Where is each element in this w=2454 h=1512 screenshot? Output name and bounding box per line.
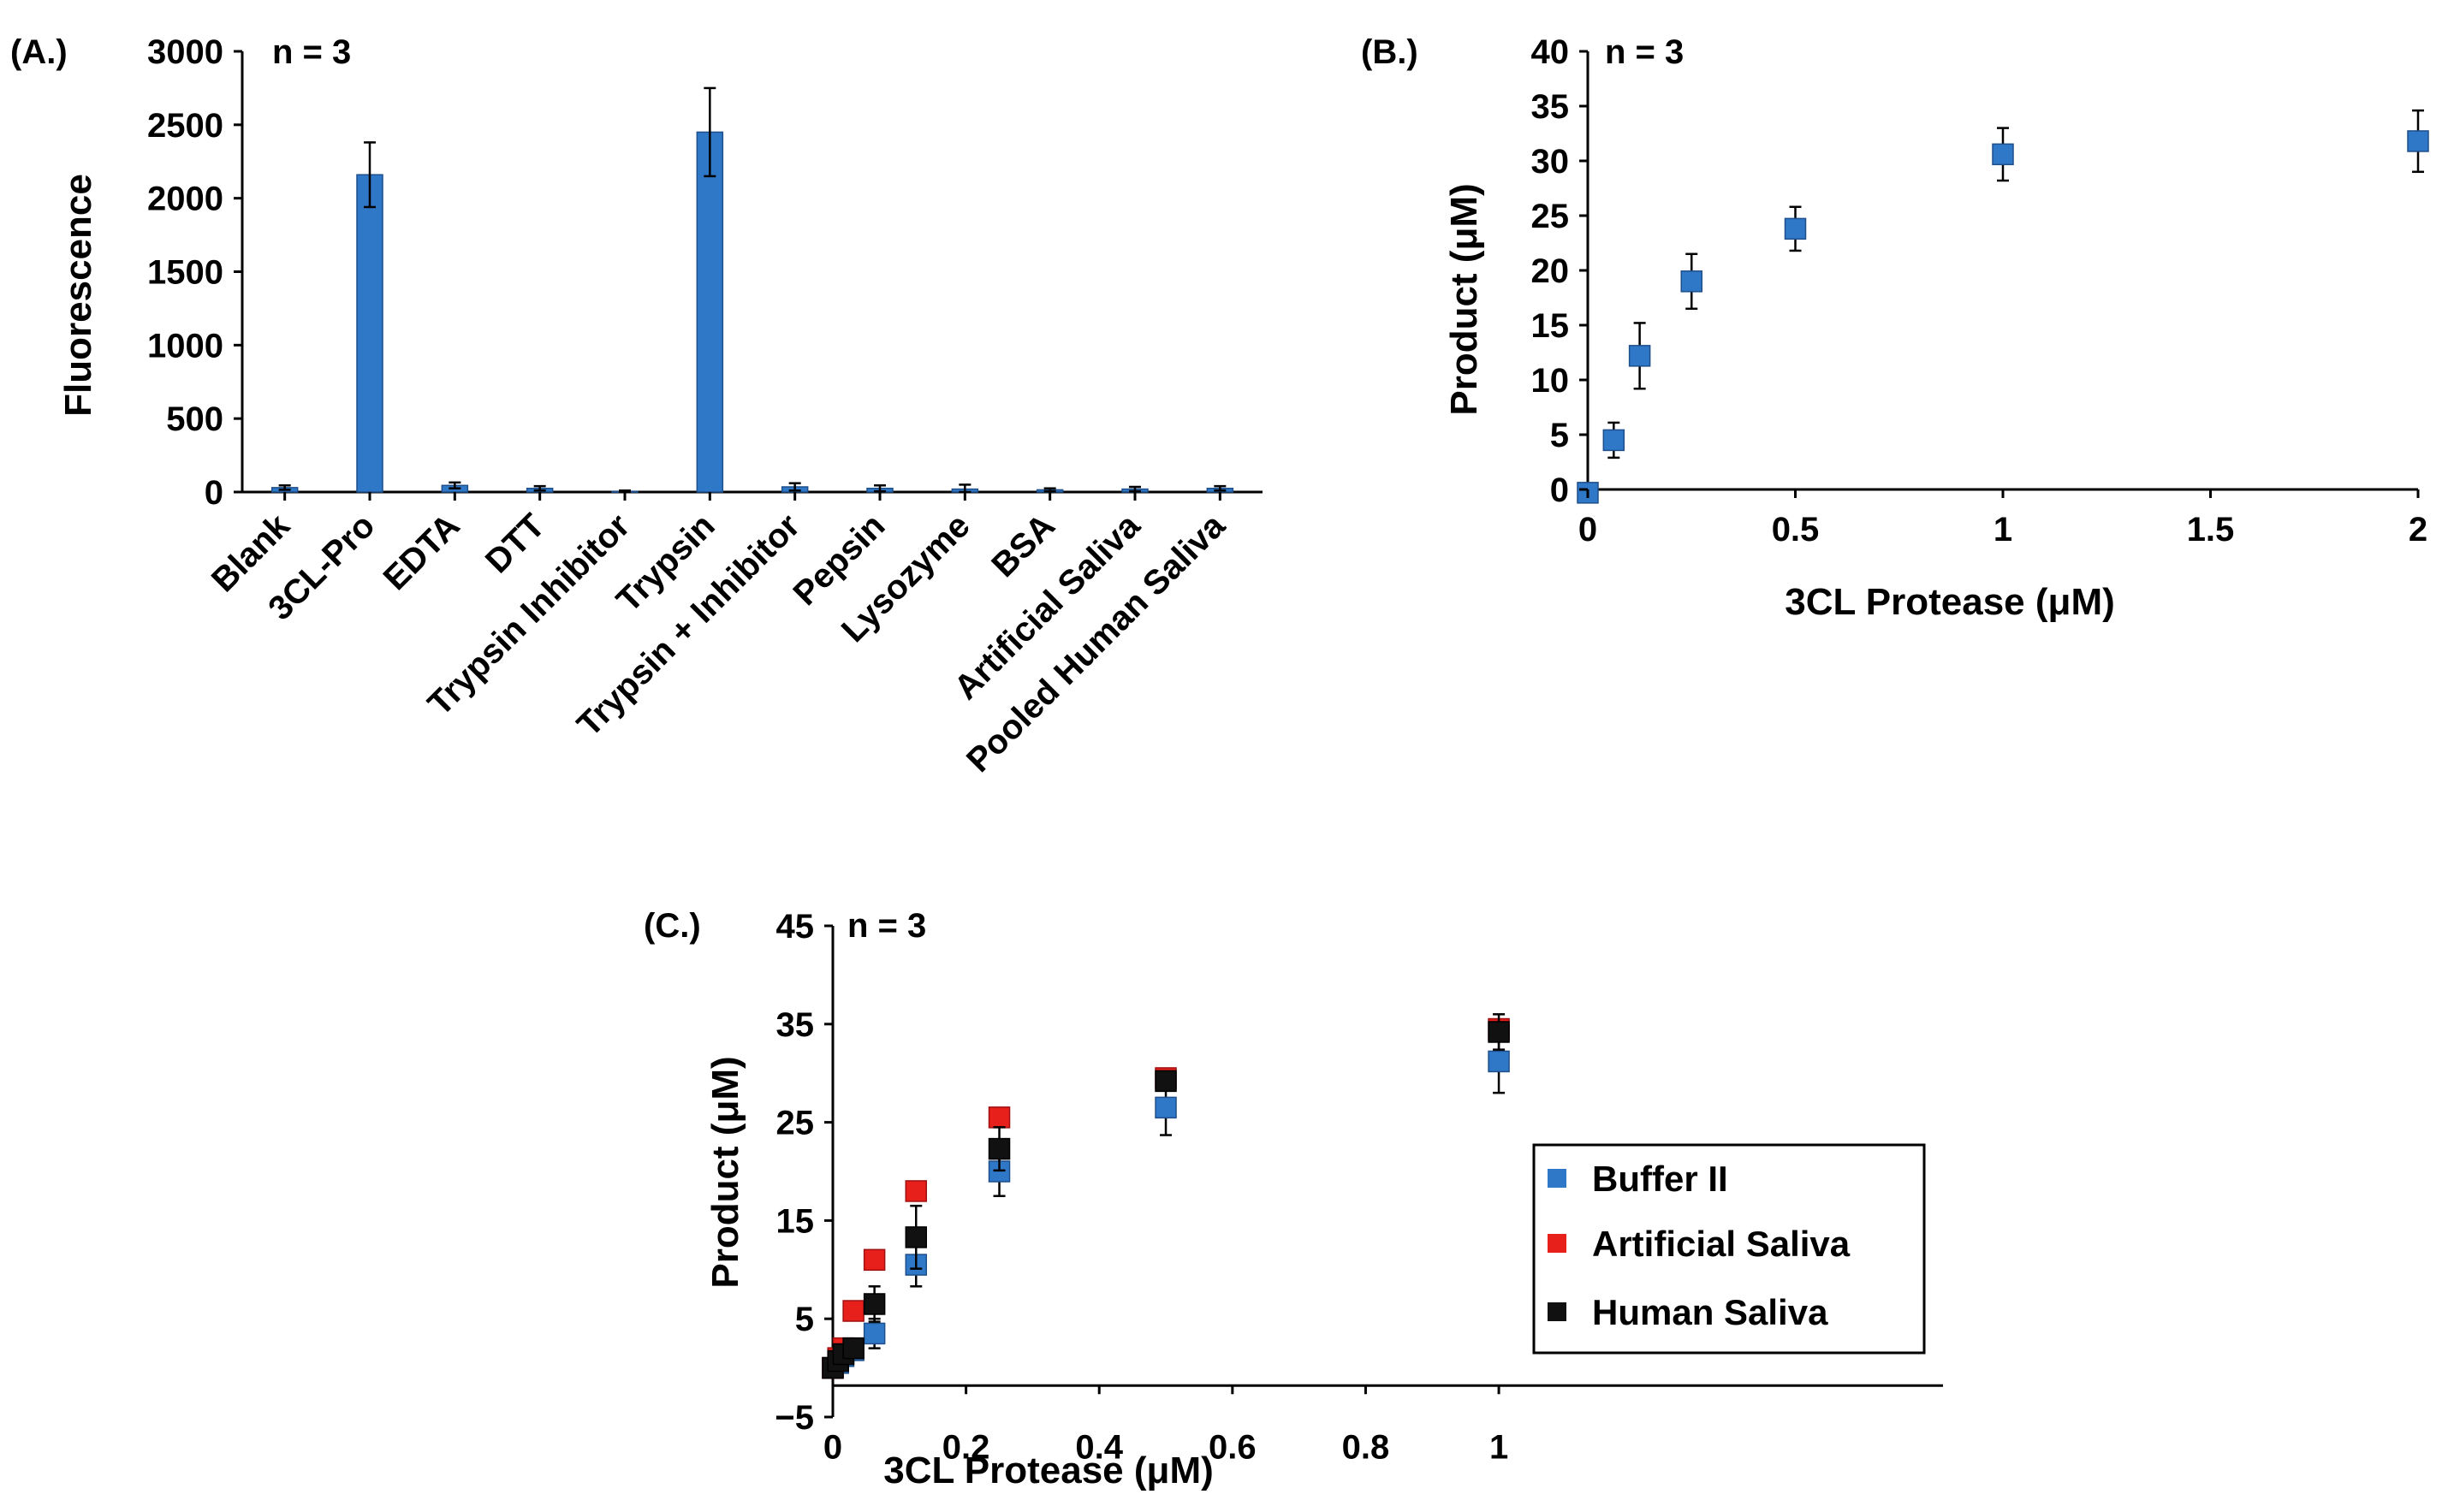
legend-swatch-buffer-ii — [1548, 1169, 1566, 1188]
legend-label-human-saliva: Human Saliva — [1592, 1292, 1828, 1332]
panel-c-axes — [831, 926, 1943, 1417]
panel-b-y-tick-label: 15 — [1531, 307, 1570, 345]
panel-b-y-tick-label: 5 — [1550, 417, 1569, 454]
panel-b-label: (B.) — [1361, 33, 1418, 71]
panel-c-point — [1155, 1070, 1177, 1093]
panel-c-x-tick-label: 0.4 — [1075, 1428, 1123, 1466]
panel-a-y-tick-label: 2000 — [147, 181, 223, 218]
panel-c-point — [988, 1137, 1011, 1160]
panel-b-points — [1577, 109, 2429, 504]
panel-a-y-ticks: 0 500 1000 1500 2000 2500 3000 — [147, 33, 242, 512]
panel-b-y-tick-label: 0 — [1550, 471, 1569, 509]
panel-b-x-tick-label: 0 — [1578, 511, 1597, 548]
panel-b-point — [1628, 345, 1651, 367]
panel-c-annotation: n = 3 — [847, 907, 926, 945]
panel-c-point — [863, 1293, 886, 1315]
legend-label-buffer-ii: Buffer II — [1592, 1159, 1728, 1199]
panel-b-y-tick-label: 10 — [1531, 362, 1570, 400]
panel-c-point — [905, 1226, 928, 1248]
panel-c-y-tick-label: 5 — [795, 1301, 814, 1338]
panel-b-annotation: n = 3 — [1605, 33, 1684, 71]
panel-c-point — [988, 1106, 1011, 1129]
panel-b-axes — [1586, 51, 2418, 491]
panel-b-xlabel: 3CL Protease (μM) — [1785, 581, 2115, 623]
legend-label-artificial-saliva: Artificial Saliva — [1592, 1224, 1851, 1264]
panel-c-point — [1155, 1096, 1177, 1119]
panel-c: (C.) n = 3 Product (μM) 3CL Protease (μM… — [644, 907, 1943, 1491]
legend-swatch-artificial-saliva — [1548, 1234, 1566, 1253]
panel-b-x-tick-label: 2 — [2409, 511, 2427, 548]
panel-a-x-tick-label: BSA — [984, 507, 1062, 584]
panel-a-y-tick-label: 1500 — [147, 254, 223, 292]
panel-c-y-ticks: −5 5 15 25 35 45 — [775, 908, 833, 1437]
panel-c-y-tick-label: 25 — [776, 1105, 815, 1142]
panel-a-label: (A.) — [10, 33, 68, 71]
panel-b-y-tick-label: 25 — [1531, 198, 1570, 235]
panel-c-legend: Buffer II Artificial Saliva Human Saliva — [1532, 1143, 1926, 1355]
panel-c-points — [822, 1013, 1510, 1379]
panel-a-y-tick-label: 2500 — [147, 107, 223, 145]
panel-b-x-tick-label: 0.5 — [1772, 511, 1820, 548]
panel-c-y-tick-label: 15 — [776, 1202, 815, 1240]
panel-c-y-tick-label: 35 — [776, 1006, 815, 1044]
panel-a-x-tick-label: DTT — [478, 507, 552, 580]
panel-b-ylabel: Product (μM) — [1443, 183, 1485, 415]
panel-a-bar — [696, 131, 724, 493]
panel-c-point — [863, 1248, 886, 1272]
panel-b-point — [1784, 217, 1807, 240]
panel-b: (B.) n = 3 Product (μM) 3CL Protease (μM… — [1361, 33, 2429, 623]
panel-a-x-tick-label: EDTA — [377, 507, 467, 597]
panel-b-point — [2407, 130, 2429, 152]
panel-c-ylabel: Product (μM) — [704, 1056, 746, 1288]
panel-c-x-ticks: 0 0.2 0.4 0.6 0.8 1 — [823, 1385, 1508, 1466]
panel-c-point — [1488, 1050, 1510, 1073]
legend-box — [1532, 1143, 1926, 1355]
panel-b-x-tick-label: 1 — [1994, 511, 2012, 548]
panel-b-point — [1602, 429, 1625, 452]
panel-a-bar — [356, 174, 383, 493]
panel-c-x-tick-label: 0.6 — [1209, 1428, 1257, 1466]
panel-c-point — [905, 1180, 928, 1202]
panel-b-y-ticks: 0 5 10 15 20 25 30 35 40 — [1531, 33, 1588, 509]
panel-c-x-tick-label: 1 — [1489, 1428, 1508, 1466]
panel-b-x-ticks: 0 0.5 1 1.5 2 — [1578, 489, 2427, 548]
panel-a-ylabel: Fluorescence — [57, 174, 99, 417]
panel-a: (A.) n = 3 Fluorescence 0 500 1000 1500 2000… — [10, 33, 1263, 780]
panel-c-x-tick-label: 0.2 — [942, 1428, 990, 1466]
panel-a-axes — [241, 51, 1263, 494]
panel-c-xlabel: 3CL Protease (μM) — [883, 1450, 1214, 1491]
panel-a-annotation: n = 3 — [272, 33, 351, 71]
panel-b-x-tick-label: 1.5 — [2187, 511, 2235, 548]
panel-b-point — [1992, 143, 2014, 166]
panel-c-y-tick-label: 45 — [776, 908, 815, 946]
legend-swatch-human-saliva — [1548, 1302, 1566, 1321]
panel-a-y-tick-label: 1000 — [147, 327, 223, 365]
panel-a-y-tick-label: 500 — [166, 400, 223, 438]
panel-b-y-tick-label: 20 — [1531, 252, 1570, 290]
panel-b-y-tick-label: 40 — [1531, 33, 1570, 71]
panel-c-x-tick-label: 0 — [823, 1428, 842, 1466]
panel-c-point — [863, 1322, 886, 1345]
panel-c-point — [842, 1300, 865, 1322]
panel-b-y-tick-label: 30 — [1531, 143, 1570, 181]
panel-c-point — [842, 1337, 865, 1360]
panel-c-x-tick-label: 0.8 — [1342, 1428, 1390, 1466]
panel-c-point — [1488, 1021, 1510, 1043]
panel-b-y-tick-label: 35 — [1531, 88, 1570, 126]
panel-b-point — [1680, 270, 1702, 293]
panel-a-bars — [270, 86, 1234, 494]
panel-a-y-tick-label: 0 — [205, 474, 223, 512]
panel-a-y-tick-label: 3000 — [147, 33, 223, 71]
panel-c-y-tick-label: −5 — [775, 1399, 814, 1437]
panel-c-label: (C.) — [644, 907, 701, 945]
